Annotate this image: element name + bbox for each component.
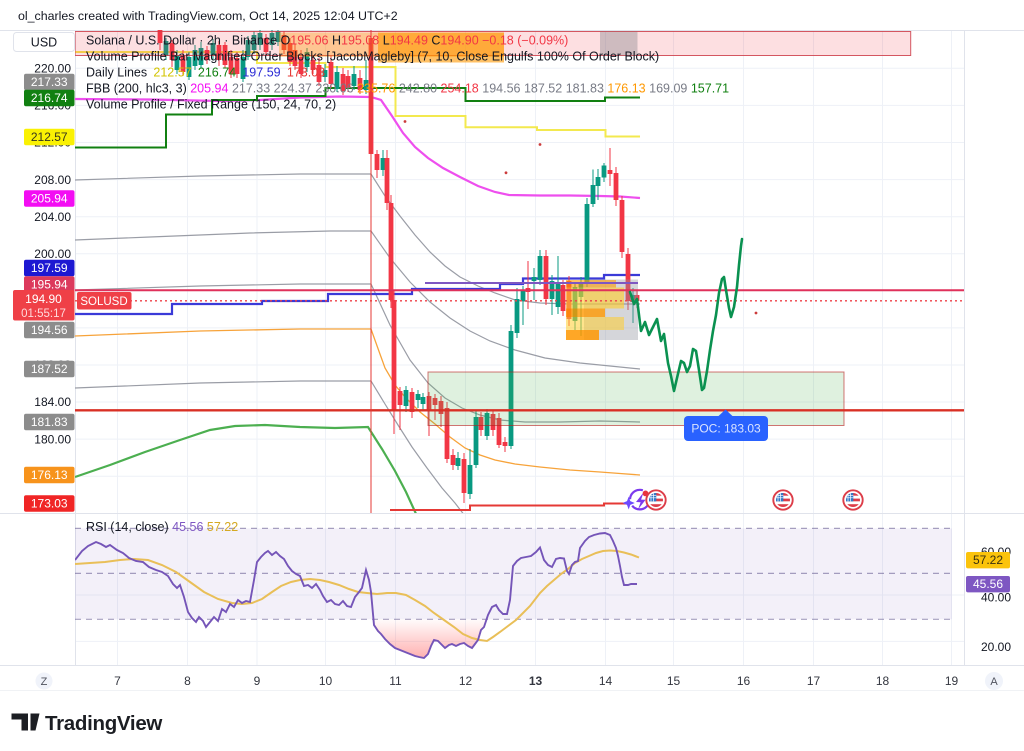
svg-text:FBB (200, hlc3, 3) 205.94 217.: FBB (200, hlc3, 3) 205.94 217.33 224.37 … — [86, 82, 729, 96]
svg-text:16: 16 — [737, 674, 751, 688]
svg-text:205.94: 205.94 — [31, 192, 68, 206]
svg-text:204.00: 204.00 — [34, 210, 71, 224]
svg-text:217.33: 217.33 — [31, 75, 68, 89]
svg-text:216.74: 216.74 — [31, 91, 68, 105]
svg-text:SOLUSD: SOLUSD — [80, 296, 127, 308]
svg-text:220.00: 220.00 — [34, 62, 71, 76]
svg-text:45.56: 45.56 — [973, 577, 1003, 591]
svg-text:195.94: 195.94 — [31, 278, 68, 292]
svg-text:12: 12 — [459, 674, 473, 688]
svg-text:Volume Profile / Fixed Range (: Volume Profile / Fixed Range (150, 24, 7… — [86, 98, 336, 112]
svg-text:USD: USD — [31, 36, 57, 50]
svg-text:57.22: 57.22 — [973, 553, 1003, 567]
svg-text:Solana / U.S. Dollar · 2h · Bi: Solana / U.S. Dollar · 2h · Binance O195… — [86, 34, 568, 48]
svg-text:200.00: 200.00 — [34, 247, 71, 261]
svg-text:180.00: 180.00 — [34, 432, 71, 446]
svg-text:176.13: 176.13 — [31, 468, 68, 482]
svg-text:01:55:17: 01:55:17 — [21, 308, 66, 320]
svg-text:173.03: 173.03 — [31, 497, 68, 511]
svg-text:ol_charles created with Tradin: ol_charles created with TradingView.com,… — [18, 9, 398, 23]
svg-text:18: 18 — [876, 674, 890, 688]
svg-text:10: 10 — [319, 674, 333, 688]
svg-text:8: 8 — [184, 674, 191, 688]
svg-text:Volume Profile Bar Magnified O: Volume Profile Bar Magnified Order Block… — [86, 50, 659, 64]
svg-text:7: 7 — [114, 674, 121, 688]
svg-text:TradingView: TradingView — [45, 712, 162, 735]
svg-text:181.83: 181.83 — [31, 415, 68, 429]
svg-text:194.56: 194.56 — [31, 323, 68, 337]
svg-text:184.00: 184.00 — [34, 395, 71, 409]
svg-text:A: A — [990, 676, 998, 688]
svg-text:14: 14 — [599, 674, 613, 688]
svg-text:19: 19 — [945, 674, 959, 688]
svg-text:11: 11 — [389, 674, 402, 688]
svg-text:197.59: 197.59 — [31, 261, 68, 275]
svg-text:15: 15 — [667, 674, 681, 688]
svg-text:13: 13 — [529, 674, 543, 688]
svg-text:194.90: 194.90 — [25, 292, 62, 306]
svg-text:RSI (14, close) 45.56 57.22: RSI (14, close) 45.56 57.22 — [86, 520, 238, 534]
svg-text:187.52: 187.52 — [31, 362, 68, 376]
svg-text:17: 17 — [807, 674, 821, 688]
svg-text:40.00: 40.00 — [981, 591, 1011, 605]
svg-text:POC: 183.03: POC: 183.03 — [691, 422, 761, 436]
svg-text:Daily Lines 212.57 216.74 197.: Daily Lines 212.57 216.74 197.59 173.03 — [86, 66, 325, 80]
svg-text:Z: Z — [41, 676, 48, 688]
svg-text:212.57: 212.57 — [31, 130, 68, 144]
svg-text:208.00: 208.00 — [34, 173, 71, 187]
svg-text:9: 9 — [254, 674, 261, 688]
svg-text:20.00: 20.00 — [981, 640, 1011, 654]
